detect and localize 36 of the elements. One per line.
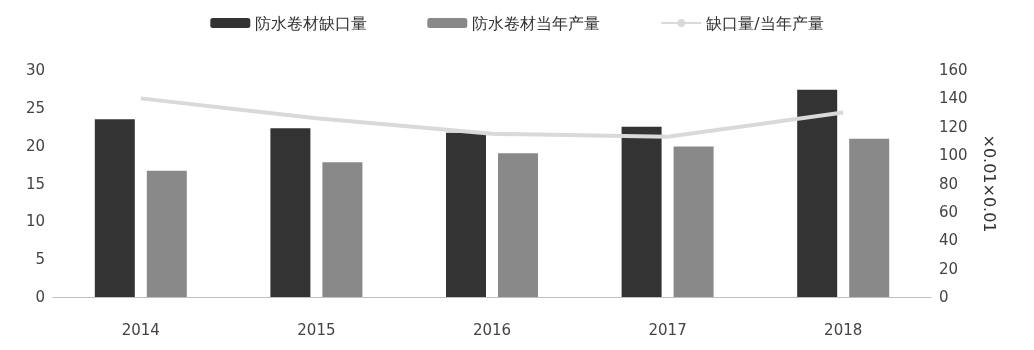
y-tick-label: 0: [35, 288, 45, 306]
x-tick-label: 2015: [297, 320, 336, 339]
bar: [270, 128, 311, 297]
y2-tick-label: 60: [939, 202, 959, 221]
y2-tick-label: 100: [939, 146, 968, 165]
bar: [621, 126, 662, 297]
y2-tick-label: 120: [939, 117, 968, 136]
legend-label: 缺口量/当年产量: [706, 13, 824, 33]
x-tick-label: 2018: [824, 320, 863, 339]
y2-tick-label: 140: [939, 89, 968, 108]
y2-tick-label: 0: [939, 288, 949, 306]
bar: [498, 153, 538, 297]
y-tick-label: 15: [25, 174, 45, 193]
y2-tick-label: 20: [939, 259, 959, 278]
y-tick-label: 5: [35, 250, 45, 269]
y-tick-label: 30: [25, 61, 45, 79]
bar: [94, 119, 135, 297]
y-tick-label: 25: [25, 98, 45, 117]
y2-axis-title: ×0.01×0.01: [979, 134, 999, 233]
x-tick-label: 2016: [472, 320, 512, 339]
y2-tick-label: 80: [939, 174, 959, 193]
bar: [849, 138, 890, 297]
bar: [146, 170, 187, 297]
legend-label: 防水卷材当年产量: [472, 13, 601, 33]
y-tick-label: 20: [25, 136, 45, 155]
legend-label: 防水卷材缺口量: [255, 13, 368, 33]
line-series: [138, 96, 846, 139]
y-tick-label: 10: [25, 212, 45, 231]
y2-tick-label: 160: [939, 61, 968, 79]
x-tick-label: 2014: [121, 320, 160, 339]
bar: [797, 89, 838, 297]
bar: [673, 146, 714, 297]
x-tick-label: 2017: [648, 320, 687, 339]
bar: [446, 132, 486, 297]
y2-tick-label: 40: [939, 231, 959, 250]
bar: [322, 162, 363, 297]
